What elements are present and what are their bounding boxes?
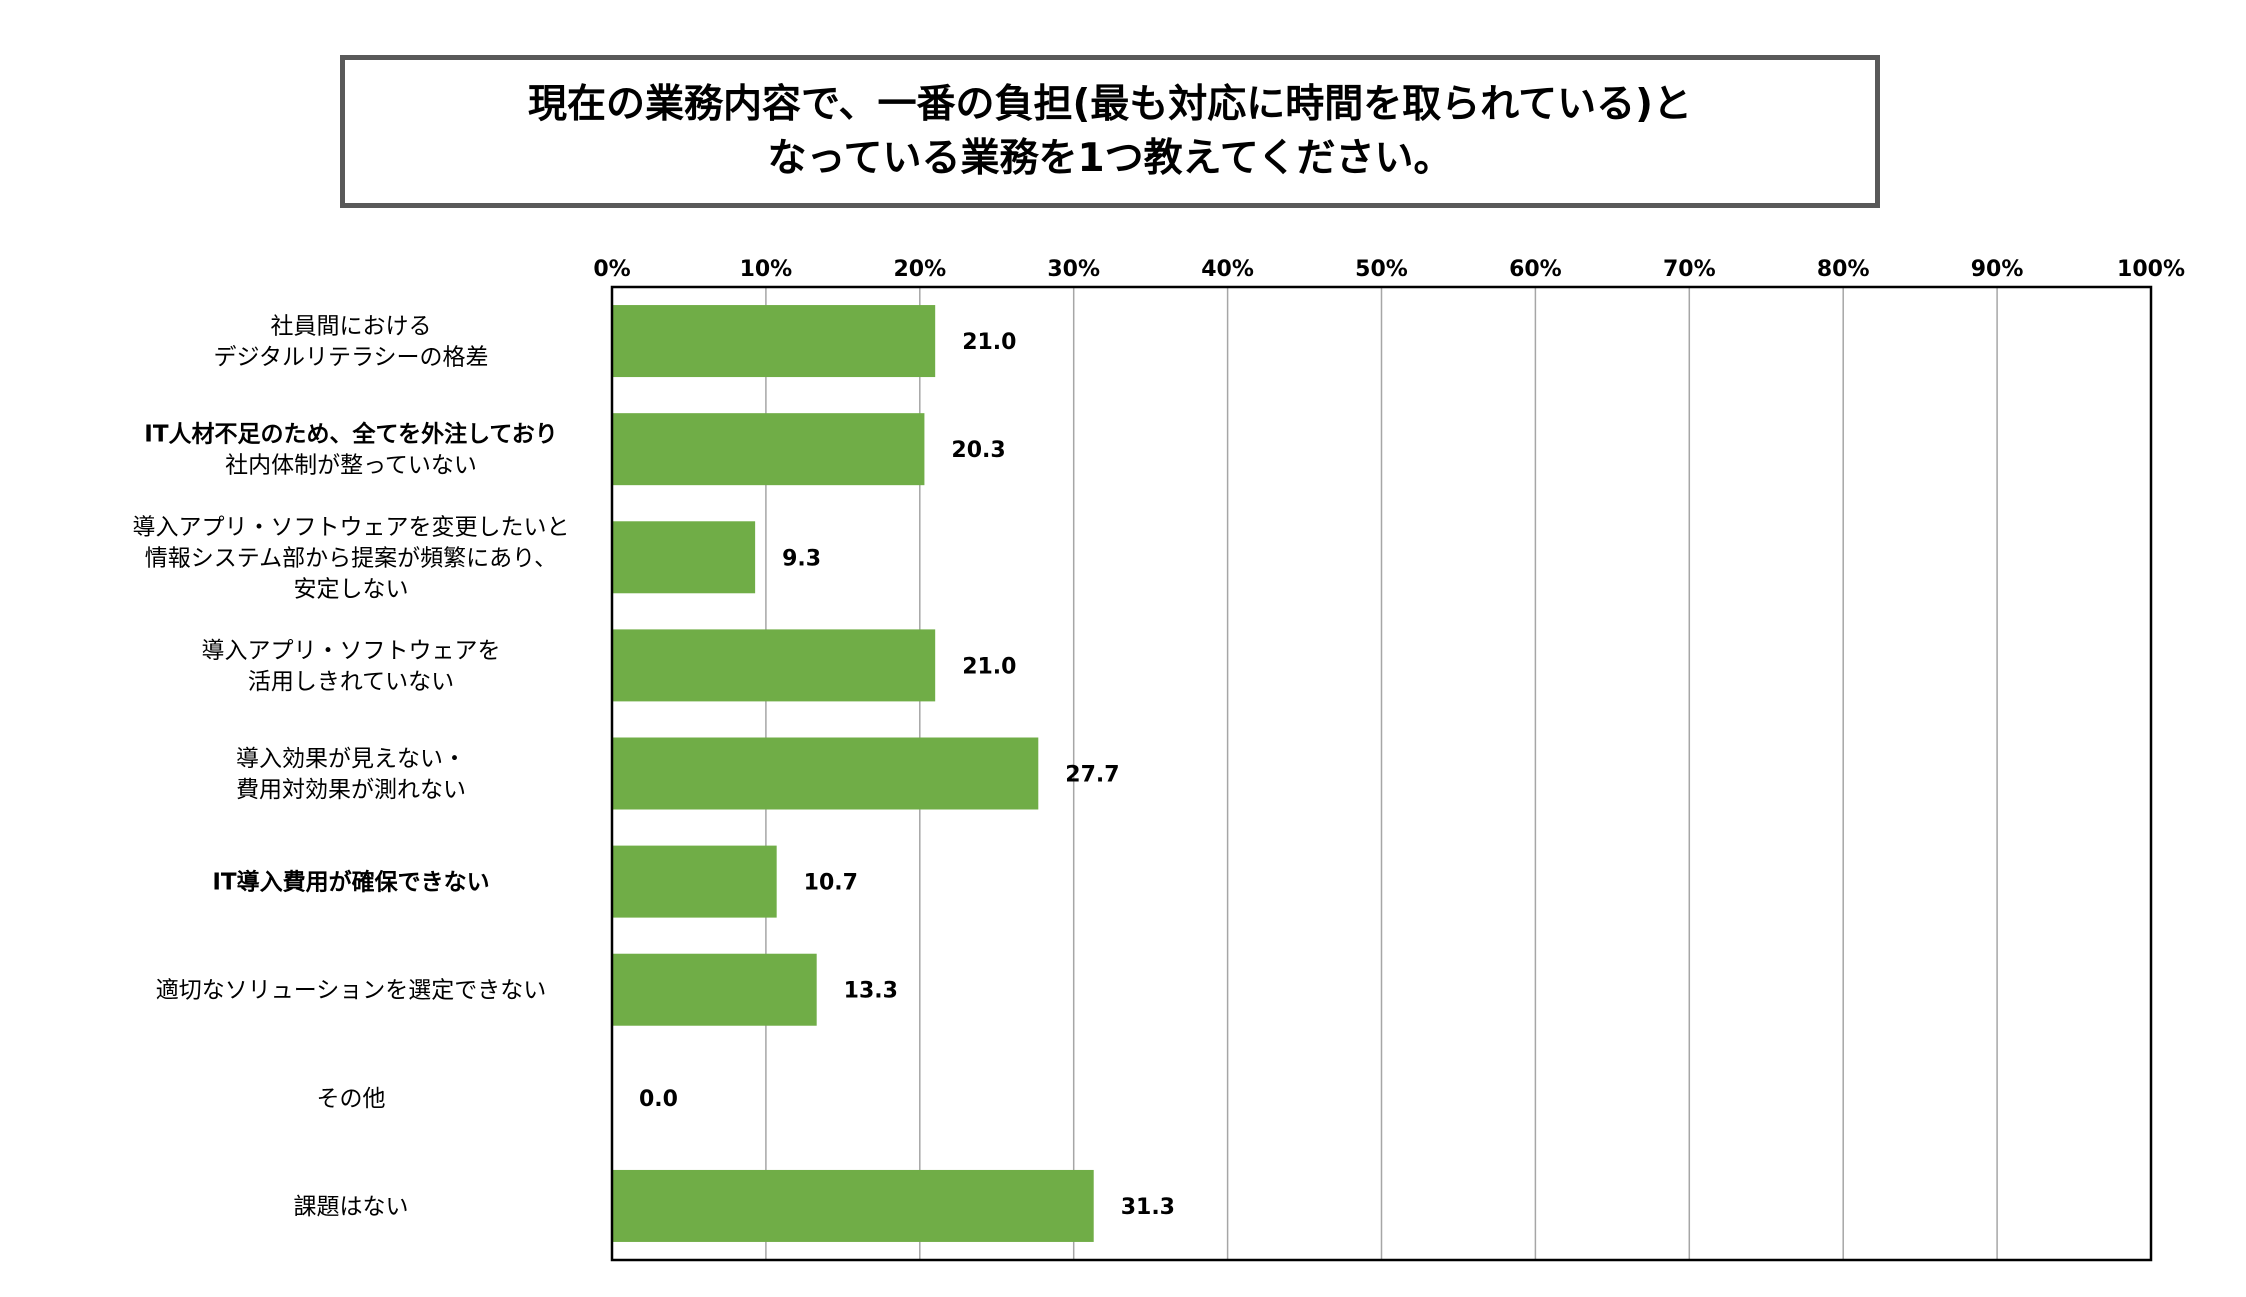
x-tick-label: 30% xyxy=(1047,257,1100,282)
category-label: デジタルリテラシーの格差 xyxy=(213,345,488,371)
category-label: 活用しきれていない xyxy=(248,669,454,695)
data-label: 27.7 xyxy=(1065,763,1119,788)
category-label: 情報システム部から提案が頻繁にあり、 xyxy=(145,545,557,571)
data-label: 0.0 xyxy=(639,1087,678,1112)
chart-title-box: 現在の業務内容で、一番の負担(最も対応に時間を取られている)と なっている業務を… xyxy=(340,55,1880,208)
x-tick-label: 70% xyxy=(1663,257,1716,282)
category-label: 導入アプリ・ソフトウェアを変更したいと xyxy=(133,514,570,540)
data-label: 20.3 xyxy=(951,438,1005,463)
category-label: 導入効果が見えない・ xyxy=(236,746,466,772)
category-label: 費用対効果が測れない xyxy=(236,777,466,803)
x-tick-label: 20% xyxy=(893,257,946,282)
data-label: 13.3 xyxy=(844,979,898,1004)
category-label: 導入アプリ・ソフトウェアを xyxy=(202,638,501,664)
bar xyxy=(612,1169,1094,1242)
x-tick-label: 90% xyxy=(1971,257,2024,282)
category-label: IT人材不足のため、全てを外注しており xyxy=(144,421,557,448)
x-tick-label: 40% xyxy=(1201,257,1254,282)
category-label: 社員間における xyxy=(271,314,432,340)
x-tick-label: 80% xyxy=(1817,257,1870,282)
x-tick-label: 10% xyxy=(740,257,793,282)
x-tick-label: 50% xyxy=(1355,257,1408,282)
category-label: 社内体制が整っていない xyxy=(225,453,477,479)
category-label: 安定しない xyxy=(294,576,409,602)
bar xyxy=(612,737,1039,810)
data-label: 10.7 xyxy=(804,871,858,896)
x-tick-label: 0% xyxy=(593,257,630,282)
bar xyxy=(612,413,925,486)
x-tick-label: 100% xyxy=(2117,257,2185,282)
data-label: 21.0 xyxy=(962,654,1016,679)
bar xyxy=(612,305,936,378)
bar xyxy=(612,845,777,918)
data-label: 9.3 xyxy=(782,546,821,571)
bar xyxy=(612,953,817,1026)
data-label: 21.0 xyxy=(962,330,1016,355)
bar xyxy=(612,521,756,594)
plot-border xyxy=(610,285,2153,1262)
bar xyxy=(612,629,936,702)
category-label: その他 xyxy=(317,1086,386,1112)
data-label: 31.3 xyxy=(1121,1195,1175,1220)
chart-title-line-1: 現在の業務内容で、一番の負担(最も対応に時間を取られている)と xyxy=(528,81,1692,127)
category-label: 適切なソリューションを選定できない xyxy=(156,978,547,1004)
x-tick-label: 60% xyxy=(1509,257,1562,282)
category-label: 課題はない xyxy=(294,1194,409,1220)
category-label: IT導入費用が確保できない xyxy=(212,869,489,896)
chart-title-line-2: なっている業務を1つ教えてください。 xyxy=(767,135,1453,181)
